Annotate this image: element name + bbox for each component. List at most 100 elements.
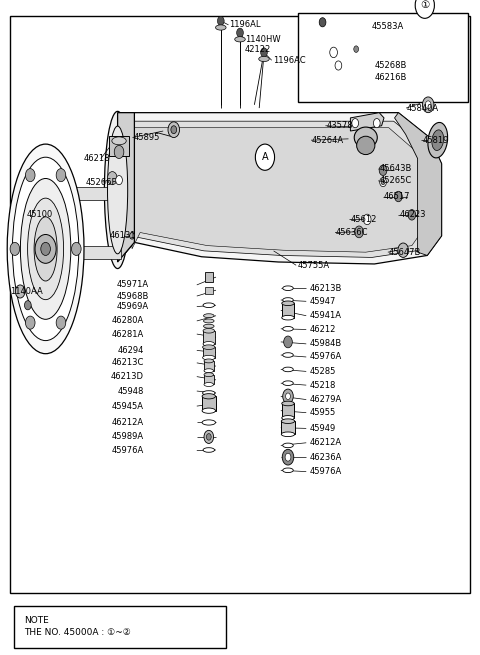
Ellipse shape: [203, 448, 215, 452]
Ellipse shape: [204, 383, 214, 386]
Text: 45945A: 45945A: [112, 402, 144, 411]
Polygon shape: [395, 113, 442, 255]
Ellipse shape: [204, 319, 214, 323]
Circle shape: [285, 453, 291, 461]
Text: 45268B: 45268B: [374, 61, 407, 70]
Circle shape: [425, 101, 431, 109]
Ellipse shape: [282, 416, 294, 421]
Polygon shape: [118, 113, 134, 262]
Text: 45612: 45612: [350, 215, 377, 224]
Text: 45285: 45285: [310, 367, 336, 376]
Ellipse shape: [282, 401, 294, 405]
Ellipse shape: [283, 297, 293, 302]
Text: 45941A: 45941A: [310, 311, 342, 320]
Circle shape: [116, 176, 122, 185]
Ellipse shape: [283, 286, 293, 291]
Circle shape: [41, 242, 50, 255]
Text: 45100: 45100: [26, 210, 53, 219]
Ellipse shape: [283, 381, 293, 385]
Text: 45947: 45947: [310, 297, 336, 306]
Ellipse shape: [204, 314, 214, 318]
Ellipse shape: [20, 178, 71, 320]
Circle shape: [284, 336, 292, 348]
Text: 46212: 46212: [310, 325, 336, 334]
Circle shape: [15, 285, 25, 298]
Ellipse shape: [281, 432, 295, 437]
Ellipse shape: [104, 111, 131, 269]
Ellipse shape: [428, 122, 448, 158]
Circle shape: [398, 243, 408, 257]
Bar: [47, 187, 121, 200]
Ellipse shape: [202, 420, 216, 425]
Circle shape: [25, 168, 35, 181]
Circle shape: [335, 61, 342, 70]
Text: 43578: 43578: [326, 121, 353, 130]
Ellipse shape: [235, 37, 245, 42]
Ellipse shape: [203, 303, 215, 308]
Bar: [205, 272, 213, 282]
Circle shape: [352, 119, 359, 128]
Text: 1140AA: 1140AA: [11, 287, 43, 296]
Ellipse shape: [34, 217, 57, 281]
Text: 45819: 45819: [422, 136, 449, 145]
Circle shape: [408, 210, 416, 220]
Ellipse shape: [283, 443, 293, 448]
Text: 46281A: 46281A: [112, 329, 144, 339]
Text: 42122: 42122: [245, 45, 271, 54]
Ellipse shape: [130, 233, 134, 239]
Ellipse shape: [108, 126, 128, 254]
Text: 46216B: 46216B: [374, 73, 407, 82]
Ellipse shape: [259, 56, 269, 62]
Circle shape: [261, 48, 267, 57]
Text: 45984B: 45984B: [310, 339, 342, 348]
Text: 45643B: 45643B: [379, 164, 411, 174]
Ellipse shape: [203, 390, 215, 396]
Text: 45968B: 45968B: [117, 291, 149, 301]
Bar: [282, 303, 294, 318]
Text: ①: ①: [420, 0, 430, 10]
Circle shape: [354, 46, 359, 52]
Bar: [203, 347, 215, 358]
Ellipse shape: [283, 468, 293, 473]
Text: 45976A: 45976A: [310, 352, 342, 362]
Circle shape: [330, 47, 337, 58]
Bar: [10, 16, 470, 593]
Circle shape: [282, 449, 294, 465]
Text: 46218: 46218: [84, 154, 110, 163]
Circle shape: [56, 316, 66, 329]
Ellipse shape: [283, 352, 293, 358]
Ellipse shape: [203, 355, 215, 360]
Text: 46280A: 46280A: [112, 316, 144, 326]
Text: 45840A: 45840A: [407, 103, 439, 113]
Circle shape: [373, 119, 380, 128]
Text: 46212A: 46212A: [112, 418, 144, 427]
Text: 45989A: 45989A: [112, 432, 144, 441]
Ellipse shape: [202, 394, 216, 399]
Circle shape: [108, 172, 117, 185]
Text: 46213C: 46213C: [112, 358, 144, 367]
Bar: [282, 403, 294, 418]
Ellipse shape: [283, 326, 293, 331]
Bar: [109, 136, 129, 156]
Text: 45266F: 45266F: [85, 178, 117, 187]
Bar: [14, 606, 226, 648]
Circle shape: [168, 122, 180, 138]
Circle shape: [35, 234, 56, 263]
Bar: [281, 421, 295, 434]
Ellipse shape: [12, 157, 79, 341]
Ellipse shape: [204, 373, 214, 377]
Circle shape: [286, 393, 290, 400]
Circle shape: [395, 191, 402, 202]
Ellipse shape: [282, 315, 294, 320]
Text: 45264A: 45264A: [312, 136, 344, 145]
Circle shape: [204, 430, 214, 443]
Text: A: A: [262, 152, 268, 162]
Text: 46131: 46131: [109, 231, 136, 240]
Text: 46517: 46517: [384, 192, 410, 201]
Text: 45948: 45948: [118, 386, 144, 396]
Circle shape: [415, 0, 434, 18]
Polygon shape: [350, 113, 384, 131]
Circle shape: [24, 301, 31, 310]
Text: 45755A: 45755A: [298, 261, 330, 270]
Text: 1140HW: 1140HW: [245, 35, 280, 44]
